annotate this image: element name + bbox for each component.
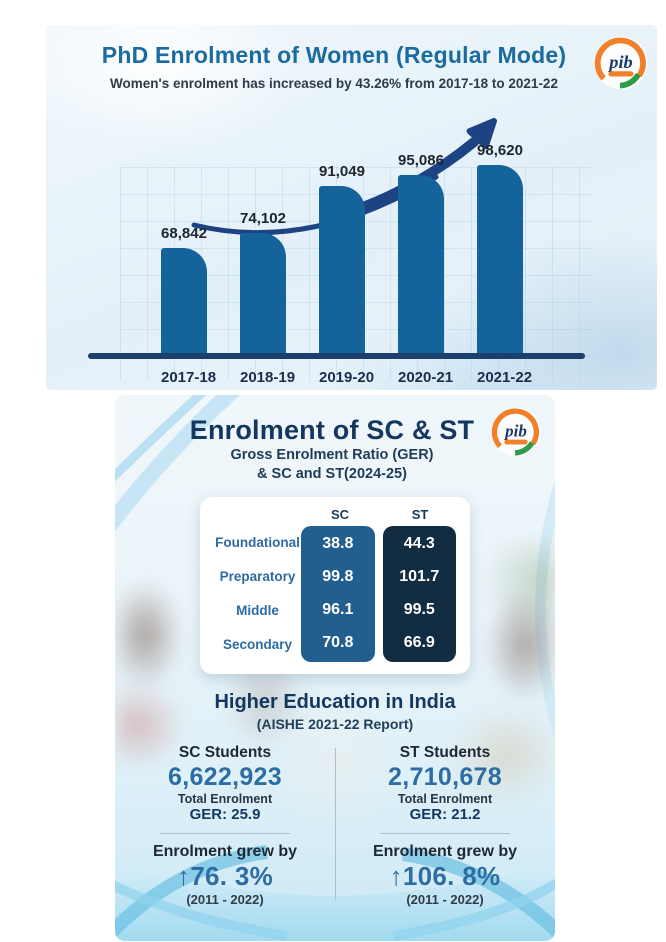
section-title: Enrolment of SC & ST bbox=[189, 415, 475, 445]
vertical-divider bbox=[335, 747, 336, 901]
column-header-sc: SC bbox=[330, 506, 350, 522]
stat-total-label: Total Enrolment bbox=[397, 791, 493, 806]
growth-value: ↑106. 8% bbox=[389, 860, 501, 891]
phd-enrolment-infographic: PhD Enrolment of Women (Regular Mode) Wo… bbox=[46, 25, 657, 390]
bar-2020-21: 95,086 bbox=[398, 152, 444, 353]
st-value: 99.5 bbox=[403, 601, 435, 619]
stat-total-value: 2,710,678 bbox=[388, 762, 502, 791]
bar-value-label: 74,102 bbox=[240, 210, 286, 227]
sc-students-stat: SC Students 6,622,923 Total Enrolment GE… bbox=[115, 744, 335, 823]
pib-logo-icon: pib bbox=[594, 36, 648, 90]
x-tick-label: 2017-18 bbox=[161, 369, 217, 386]
st-values-column: 44.3 101.7 99.5 66.9 bbox=[382, 525, 456, 662]
stat-group-label: ST Students bbox=[399, 743, 491, 761]
sc-value: 70.8 bbox=[322, 634, 354, 652]
bar bbox=[398, 175, 444, 353]
row-label: Foundational bbox=[215, 535, 300, 551]
row-label: Preparatory bbox=[219, 569, 296, 585]
higher-education-title: Higher Education in India bbox=[214, 690, 456, 713]
bar-2018-19: 74,102 bbox=[240, 210, 286, 353]
bar bbox=[477, 165, 523, 353]
pib-logo-icon: pib bbox=[491, 407, 541, 457]
phd-bar-chart: 68,842 74,102 91,049 95,086 98,620 bbox=[86, 118, 628, 389]
row-label: Secondary bbox=[223, 637, 293, 653]
bar bbox=[240, 233, 286, 353]
st-value: 101.7 bbox=[399, 568, 440, 586]
stat-group-label: SC Students bbox=[178, 743, 272, 761]
svg-text:pib: pib bbox=[607, 52, 632, 72]
sc-st-enrolment-infographic: pib Enrolment of SC & ST Gross Enrolment… bbox=[115, 395, 555, 941]
bar bbox=[161, 248, 207, 353]
x-tick-label: 2018-19 bbox=[240, 369, 296, 386]
higher-education-subtitle: (AISHE 2021-22 Report) bbox=[256, 715, 414, 732]
ger-table-header: SC ST bbox=[304, 507, 456, 522]
sc-value: 99.8 bbox=[322, 568, 354, 586]
growth-period: (2011 - 2022) bbox=[186, 891, 264, 907]
svg-text:pib: pib bbox=[503, 421, 527, 440]
bars-group: 68,842 74,102 91,049 95,086 98,620 bbox=[161, 142, 523, 353]
bottom-content: Enrolment of SC & ST Gross Enrolment Rat… bbox=[115, 415, 555, 907]
x-tick-label: 2020-21 bbox=[398, 369, 454, 386]
section-subtitle-line2: & SC and ST(2024-25) bbox=[257, 465, 407, 482]
growth-label: Enrolment grew by bbox=[152, 842, 298, 860]
growth-value: ↑76. 3% bbox=[176, 860, 274, 891]
bar-value-label: 95,086 bbox=[398, 152, 444, 169]
st-growth-stat: Enrolment grew by ↑106. 8% (2011 - 2022) bbox=[335, 823, 555, 907]
page-title: PhD Enrolment of Women (Regular Mode) bbox=[101, 42, 567, 68]
column-header-st: ST bbox=[411, 506, 429, 522]
row-label: Middle bbox=[236, 603, 279, 619]
st-value: 66.9 bbox=[403, 634, 435, 652]
horizontal-divider bbox=[380, 832, 510, 834]
ger-table-card: SC ST Foundational Preparatory Middle Se… bbox=[200, 496, 470, 674]
stat-total-label: Total Enrolment bbox=[177, 791, 273, 806]
horizontal-divider bbox=[160, 832, 290, 834]
bar-value-label: 68,842 bbox=[161, 225, 207, 242]
growth-period: (2011 - 2022) bbox=[406, 891, 484, 907]
bar bbox=[319, 186, 365, 353]
growth-stats: Enrolment grew by ↑76. 3% (2011 - 2022) … bbox=[115, 823, 555, 907]
stat-ger: GER: 21.2 bbox=[409, 805, 481, 823]
enrolment-stats: SC Students 6,622,923 Total Enrolment GE… bbox=[115, 744, 555, 823]
sc-growth-stat: Enrolment grew by ↑76. 3% (2011 - 2022) bbox=[115, 823, 335, 907]
chart-baseline bbox=[88, 353, 585, 359]
row-labels: Foundational Preparatory Middle Secondar… bbox=[214, 526, 301, 662]
stats-section: SC Students 6,622,923 Total Enrolment GE… bbox=[115, 744, 555, 907]
sc-value: 38.8 bbox=[322, 535, 354, 553]
x-axis-labels: 2017-18 2018-19 2019-20 2020-21 2021-22 bbox=[161, 369, 533, 386]
bar-value-label: 91,049 bbox=[319, 163, 365, 180]
x-tick-label: 2021-22 bbox=[477, 369, 533, 386]
sc-value: 96.1 bbox=[322, 601, 354, 619]
st-value: 44.3 bbox=[403, 535, 435, 553]
bar-value-label: 98,620 bbox=[477, 142, 523, 159]
bar-2019-20: 91,049 bbox=[319, 163, 365, 353]
sc-values-column: 38.8 99.8 96.1 70.8 bbox=[301, 525, 375, 662]
st-students-stat: ST Students 2,710,678 Total Enrolment GE… bbox=[335, 744, 555, 823]
bar-2017-18: 68,842 bbox=[161, 225, 207, 353]
subtitle: Women's enrolment has increased by 43.26… bbox=[110, 76, 558, 91]
bottom-wave-decoration bbox=[115, 845, 555, 941]
stat-ger: GER: 25.9 bbox=[189, 805, 261, 823]
section-subtitle-line1: Gross Enrolment Ratio (GER) bbox=[230, 447, 434, 463]
growth-label: Enrolment grew by bbox=[372, 842, 518, 860]
bar-2021-22: 98,620 bbox=[477, 142, 523, 353]
x-tick-label: 2019-20 bbox=[319, 369, 375, 386]
ger-table-body: Foundational Preparatory Middle Secondar… bbox=[214, 525, 456, 662]
stat-total-value: 6,622,923 bbox=[168, 762, 282, 791]
